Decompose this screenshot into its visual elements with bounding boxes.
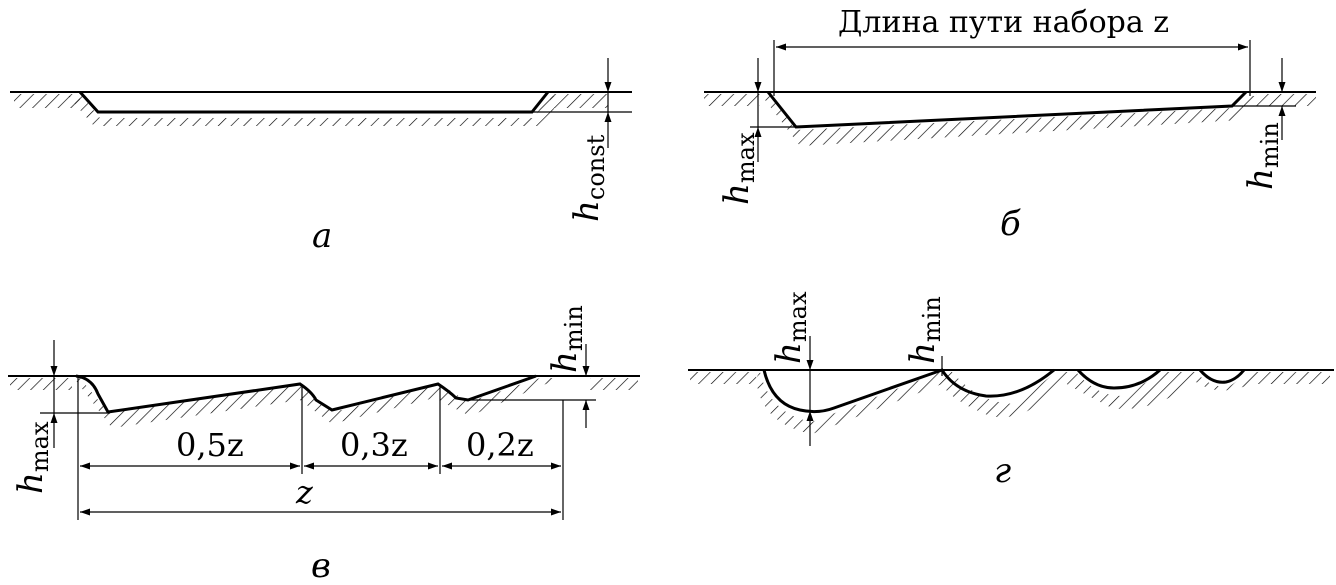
panel-b-h-min-label: hmin [1241, 122, 1284, 190]
panel-b: Длина пути набора z hmax hmin б [704, 5, 1316, 244]
panel-b-title: Длина пути набора z [838, 5, 1169, 40]
panel-g-h-max-label: hmax [769, 291, 812, 364]
panel-g: hmax hmin г [688, 291, 1334, 491]
panel-v: hmax hmin 0,5z 0,3z 0,2z z в [8, 305, 640, 585]
panel-v-soil-hatch [10, 378, 638, 428]
panel-b-label: б [1000, 204, 1021, 244]
panel-a: hconst а [10, 58, 632, 256]
panel-v-cut-profile [75, 374, 537, 414]
panel-v-dim-0-3z-label: 0,3z [340, 426, 408, 464]
panel-b-cut-profile [766, 90, 1248, 129]
panel-v-h-max-label: hmax [11, 421, 54, 494]
panel-g-h-min-label: hmin [903, 296, 946, 364]
panel-a-soil-hatch [14, 94, 608, 126]
panel-v-dim-0-5z-label: 0,5z [176, 426, 244, 464]
panel-v-h-min-label: hmin [545, 305, 588, 373]
panel-v-dim-z-label: z [295, 473, 314, 511]
panel-a-h-const-label: hconst [567, 134, 610, 222]
panel-a-cut-profile [78, 90, 550, 114]
panel-v-label: в [311, 546, 331, 585]
panel-v-dim-0-2z-label: 0,2z [466, 426, 534, 464]
panel-b-h-max-label: hmax [717, 132, 760, 205]
panel-a-label: а [312, 216, 332, 256]
panel-b-soil-hatch [704, 94, 1316, 146]
panel-g-label: г [994, 451, 1011, 491]
panel-g-cut-profile-3 [1198, 369, 1246, 384]
panel-g-cut-profile-2 [1076, 368, 1162, 390]
panel-g-soil-hatch [690, 372, 1330, 434]
